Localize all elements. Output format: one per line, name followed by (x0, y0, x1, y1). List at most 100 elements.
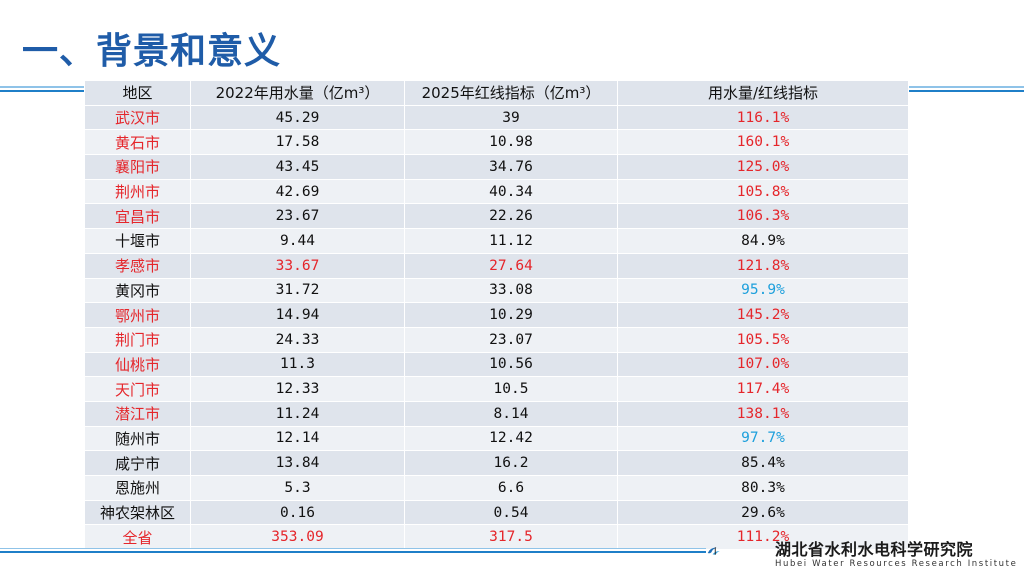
header-redline-2025: 2025年红线指标（亿m³） (404, 80, 618, 106)
limit-cell: 8.14 (404, 400, 618, 427)
header-usage-2022: 2022年用水量（亿m³） (190, 80, 405, 106)
region-cell: 咸宁市 (84, 450, 191, 476)
table-row: 天门市 12.33 10.5 117.4% (84, 376, 909, 402)
limit-cell: 10.98 (404, 129, 618, 156)
usage-cell: 9.44 (190, 228, 405, 254)
table-row: 十堰市 9.44 11.12 84.9% (84, 228, 909, 254)
usage-cell: 12.14 (190, 425, 405, 452)
table-row: 荆门市 24.33 23.07 105.5% (84, 326, 909, 353)
usage-cell: 17.58 (190, 129, 405, 156)
limit-cell: 12.42 (404, 425, 618, 452)
ratio-cell: 29.6% (617, 499, 909, 526)
table-row: 荆州市 42.69 40.34 105.8% (84, 178, 909, 205)
limit-cell: 39 (404, 104, 618, 131)
region-cell: 黄冈市 (84, 277, 191, 304)
ratio-cell: 106.3% (617, 203, 909, 230)
usage-cell: 24.33 (190, 326, 405, 353)
region-cell: 仙桃市 (84, 351, 191, 378)
ratio-cell: 125.0% (617, 154, 909, 180)
ratio-cell: 160.1% (617, 129, 909, 156)
ratio-cell: 97.7% (617, 425, 909, 452)
ratio-cell: 121.8% (617, 252, 909, 279)
limit-cell: 10.56 (404, 351, 618, 378)
region-cell: 天门市 (84, 376, 191, 402)
usage-cell: 5.3 (190, 475, 405, 501)
header-ratio: 用水量/红线指标 (617, 80, 909, 106)
ratio-cell: 95.9% (617, 277, 909, 304)
logo-name-cn: 湖北省水利水电科学研究院 (775, 540, 974, 559)
limit-cell: 10.29 (404, 302, 618, 328)
region-cell: 襄阳市 (84, 154, 191, 180)
limit-cell: 317.5 (404, 524, 618, 551)
table-row: 鄂州市 14.94 10.29 145.2% (84, 302, 909, 328)
region-cell: 随州市 (84, 425, 191, 452)
region-cell: 神农架林区 (84, 499, 191, 526)
region-cell: 鄂州市 (84, 302, 191, 328)
divider-left-dark (0, 90, 84, 92)
header-region: 地区 (84, 80, 191, 106)
limit-cell: 34.76 (404, 154, 618, 180)
limit-cell: 11.12 (404, 228, 618, 254)
limit-cell: 40.34 (404, 178, 618, 205)
footer-line-light (0, 548, 706, 549)
table-row: 恩施州 5.3 6.6 80.3% (84, 475, 909, 501)
table-row: 咸宁市 13.84 16.2 85.4% (84, 450, 909, 476)
usage-cell: 0.16 (190, 499, 405, 526)
limit-cell: 27.64 (404, 252, 618, 279)
divider-left-light (0, 86, 84, 88)
slide-title: 一、背景和意义 (22, 31, 282, 72)
region-cell: 全省 (84, 524, 191, 551)
table-row: 黄冈市 31.72 33.08 95.9% (84, 277, 909, 304)
footer-line-dark (0, 551, 706, 553)
region-cell: 潜江市 (84, 400, 191, 427)
ratio-cell: 85.4% (617, 450, 909, 476)
limit-cell: 16.2 (404, 450, 618, 476)
limit-cell: 10.5 (404, 376, 618, 402)
usage-cell: 23.67 (190, 203, 405, 230)
usage-cell: 12.33 (190, 376, 405, 402)
limit-cell: 23.07 (404, 326, 618, 353)
usage-cell: 43.45 (190, 154, 405, 180)
usage-cell: 11.24 (190, 400, 405, 427)
usage-cell: 31.72 (190, 277, 405, 304)
limit-cell: 0.54 (404, 499, 618, 526)
region-cell: 黄石市 (84, 129, 191, 156)
usage-cell: 42.69 (190, 178, 405, 205)
limit-cell: 33.08 (404, 277, 618, 304)
table-row: 全省 353.09 317.5 111.2% (84, 524, 909, 551)
table-row: 黄石市 17.58 10.98 160.1% (84, 129, 909, 156)
table-row: 孝感市 33.67 27.64 121.8% (84, 252, 909, 279)
region-cell: 荆州市 (84, 178, 191, 205)
usage-cell: 33.67 (190, 252, 405, 279)
region-cell: 十堰市 (84, 228, 191, 254)
table-row: 随州市 12.14 12.42 97.7% (84, 425, 909, 452)
ratio-cell: 105.8% (617, 178, 909, 205)
ratio-cell: 105.5% (617, 326, 909, 353)
ratio-cell: 117.4% (617, 376, 909, 402)
hwr-logo-icon (707, 547, 720, 555)
ratio-cell: 138.1% (617, 400, 909, 427)
table-row: 神农架林区 0.16 0.54 29.6% (84, 499, 909, 526)
limit-cell: 6.6 (404, 475, 618, 501)
limit-cell: 22.26 (404, 203, 618, 230)
table-row: 武汉市 45.29 39 116.1% (84, 104, 909, 131)
region-cell: 荆门市 (84, 326, 191, 353)
table-row: 襄阳市 43.45 34.76 125.0% (84, 154, 909, 180)
table-row: 宜昌市 23.67 22.26 106.3% (84, 203, 909, 230)
table-header-row: 地区 2022年用水量（亿m³） 2025年红线指标（亿m³） 用水量/红线指标 (84, 80, 909, 106)
usage-cell: 11.3 (190, 351, 405, 378)
usage-cell: 14.94 (190, 302, 405, 328)
usage-cell: 45.29 (190, 104, 405, 131)
divider-right-light (908, 86, 1024, 88)
region-cell: 武汉市 (84, 104, 191, 131)
region-cell: 恩施州 (84, 475, 191, 501)
ratio-cell: 111.2% (617, 524, 909, 551)
divider-right-dark (908, 90, 1024, 92)
ratio-cell: 107.0% (617, 351, 909, 378)
region-cell: 宜昌市 (84, 203, 191, 230)
ratio-cell: 116.1% (617, 104, 909, 131)
water-usage-table: 地区 2022年用水量（亿m³） 2025年红线指标（亿m³） 用水量/红线指标… (84, 80, 909, 551)
usage-cell: 353.09 (190, 524, 405, 551)
table-row: 潜江市 11.24 8.14 138.1% (84, 400, 909, 427)
ratio-cell: 80.3% (617, 475, 909, 501)
